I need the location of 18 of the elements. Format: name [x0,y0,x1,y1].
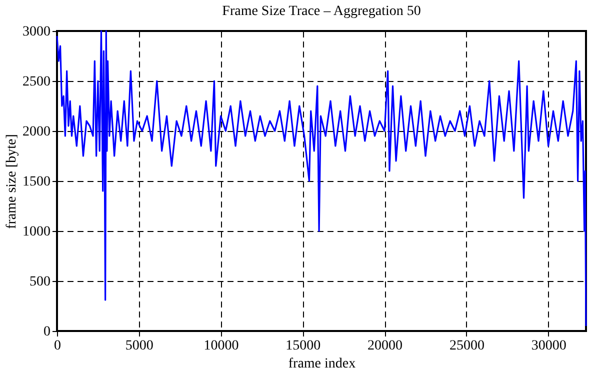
x-tick-label: 20000 [368,338,403,354]
y-tick-label: 500 [30,274,50,290]
y-tick-label: 2000 [22,124,50,140]
y-tick-label: 1000 [22,224,50,240]
line-series [56,30,587,327]
x-tick-label: 5000 [125,338,154,354]
x-tick-label: 15000 [286,338,321,354]
x-tick-label: 25000 [449,338,484,354]
chart-title: Frame Size Trace – Aggregation 50 [222,4,421,19]
y-tick-label: 1500 [22,174,50,190]
y-tick-label: 3000 [22,24,50,40]
y-tick-label: 2500 [22,74,50,90]
x-tick-label: 0 [54,338,61,354]
x-axis-title: frame index [288,356,356,372]
y-tick-label: 0 [44,324,50,340]
y-axis-title: frame size [byte] [4,134,20,229]
x-tick-label: 30000 [531,338,566,354]
x-tick-label: 10000 [204,338,239,354]
